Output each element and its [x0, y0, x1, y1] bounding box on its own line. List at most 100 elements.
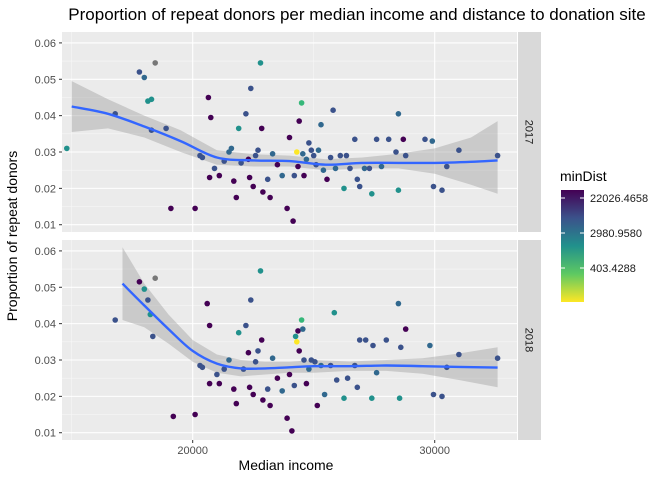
facet-panels: 0.01 0.02 0.03 0.04 0.05 0.06 2017 0.01 0.02 0.03…	[35, 32, 541, 440]
data-point	[318, 121, 324, 128]
data-point	[148, 96, 155, 103]
data-point	[456, 147, 462, 153]
legend-label: 22026.4658	[590, 193, 648, 205]
data-point	[429, 138, 436, 144]
data-point	[294, 339, 300, 345]
data-point	[152, 275, 158, 282]
y-tick-label: 0.01	[35, 428, 56, 440]
data-point	[378, 163, 385, 170]
data-point	[354, 176, 361, 183]
data-point	[494, 152, 501, 159]
data-point	[356, 337, 363, 343]
data-point	[439, 187, 445, 193]
panel-2018: 0.01 0.02 0.03 0.04 0.05 0.06 2018	[35, 240, 541, 440]
legend: minDist 22026.4658 2980.9580 403.4288	[560, 168, 648, 302]
data-point	[333, 377, 340, 383]
data-point	[152, 60, 158, 66]
data-point	[258, 337, 265, 343]
data-point	[238, 160, 244, 166]
data-point	[332, 165, 339, 172]
data-point	[444, 163, 450, 170]
data-point	[385, 136, 392, 143]
legend-label: 403.4288	[590, 263, 636, 275]
data-point	[267, 194, 273, 201]
y-tick-label: 0.02	[35, 391, 56, 403]
data-point	[231, 178, 237, 184]
data-point	[252, 152, 259, 159]
data-point	[243, 111, 249, 117]
data-point	[255, 348, 261, 354]
x-tick-label: 20000	[177, 445, 208, 457]
data-point	[286, 371, 293, 378]
y-tick-label: 0.05	[35, 74, 56, 86]
y-tick-label: 0.05	[35, 282, 56, 294]
data-point	[208, 114, 214, 121]
panel-2017: 0.01 0.02 0.03 0.04 0.05 0.06 2017	[35, 32, 541, 232]
data-point	[248, 85, 254, 92]
data-point	[250, 183, 256, 190]
data-point	[312, 359, 318, 365]
data-point	[264, 386, 271, 392]
data-point	[361, 165, 368, 172]
data-point	[393, 149, 399, 155]
data-point	[347, 165, 353, 172]
y-tick-label: 0.06	[35, 246, 56, 258]
data-point	[494, 355, 501, 362]
data-point	[294, 149, 300, 155]
data-point	[422, 136, 428, 143]
data-point	[291, 172, 298, 179]
data-point	[321, 391, 328, 398]
data-point	[352, 136, 358, 143]
data-point	[383, 337, 390, 343]
data-point	[192, 205, 198, 212]
data-point	[246, 384, 253, 391]
data-point	[211, 165, 218, 172]
data-point	[64, 145, 70, 152]
data-point	[396, 395, 403, 402]
data-point	[205, 94, 212, 101]
data-point	[235, 329, 242, 336]
data-point	[274, 161, 281, 168]
data-point	[295, 328, 301, 334]
data-point	[214, 371, 220, 378]
data-point	[279, 388, 286, 394]
data-point	[216, 380, 223, 387]
legend-label: 2980.9580	[590, 228, 642, 240]
data-point	[402, 326, 409, 332]
x-tick-label: 30000	[419, 445, 450, 457]
data-point	[290, 218, 296, 224]
data-point	[257, 268, 264, 274]
facet-strip	[518, 240, 541, 440]
data-point	[292, 333, 299, 340]
data-point	[362, 337, 369, 343]
data-point	[310, 152, 317, 159]
data-point	[255, 147, 261, 153]
data-point	[206, 380, 213, 387]
facet-strip-label: 2017	[523, 120, 535, 144]
data-point	[295, 163, 301, 170]
data-point	[298, 317, 305, 323]
data-point	[291, 382, 298, 389]
data-point	[337, 152, 344, 159]
data-point	[298, 100, 305, 106]
data-point	[456, 351, 462, 358]
data-point	[231, 386, 237, 392]
legend-colorbar	[561, 190, 584, 302]
data-point	[344, 375, 351, 382]
data-point	[269, 151, 276, 157]
data-point	[252, 359, 259, 365]
data-point	[296, 118, 303, 124]
data-point	[246, 174, 253, 181]
data-point	[303, 380, 310, 387]
panel-background	[62, 32, 517, 232]
data-point	[284, 415, 290, 422]
data-point	[206, 174, 213, 181]
y-axis-label: Proportion of repeat donors	[4, 151, 20, 321]
data-point	[320, 167, 327, 173]
data-point	[286, 134, 293, 141]
facet-strip-label: 2018	[523, 328, 535, 352]
data-point	[439, 393, 445, 400]
data-point	[341, 185, 347, 192]
data-point	[327, 154, 334, 161]
